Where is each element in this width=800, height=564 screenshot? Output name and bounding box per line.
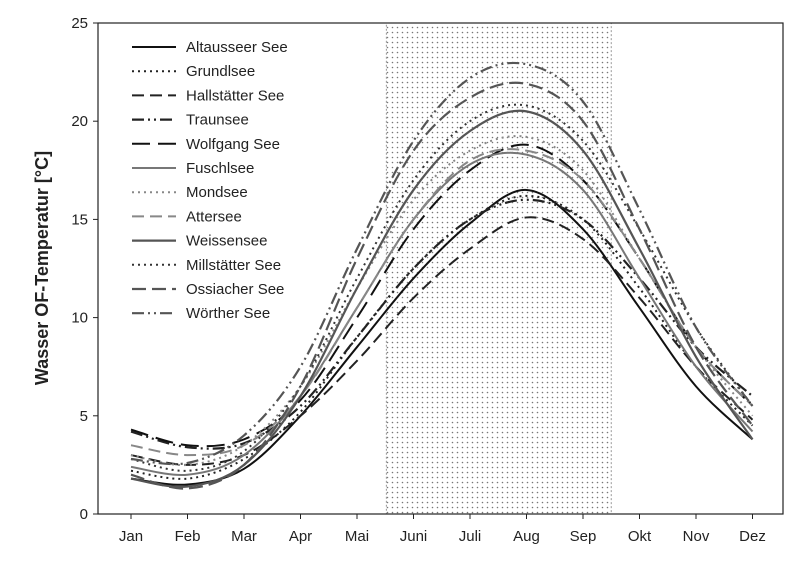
- x-tick-label: Nov: [683, 528, 710, 545]
- x-tick-label: Mar: [231, 528, 257, 545]
- legend-label-altausseer-see: Altausseer See: [186, 39, 288, 56]
- series-line-attersee: [130, 148, 754, 457]
- x-tick-label: Aug: [513, 528, 540, 545]
- series-line-wolfgang-see: [130, 143, 754, 448]
- y-tick-label: 10: [71, 310, 88, 327]
- legend-label-w-rther-see: Wörther See: [186, 305, 270, 322]
- y-tick-label: 5: [80, 408, 88, 425]
- legend-label-fuschlsee: Fuschlsee: [186, 160, 254, 177]
- y-tick-label: 0: [80, 506, 88, 523]
- y-tick-label: 25: [71, 15, 88, 32]
- plot-frame: [97, 22, 784, 515]
- legend-label-millst-tter-see: Millstätter See: [186, 257, 281, 274]
- legend-label-traunsee: Traunsee: [186, 112, 249, 129]
- y-axis-label: Wasser OF-Temperatur [°C]: [32, 151, 52, 385]
- summer-highlight-region: [385, 22, 612, 515]
- x-tick-label: Juni: [400, 528, 428, 545]
- legend-label-wolfgang-see: Wolfgang See: [186, 136, 280, 153]
- x-tick-label: Okt: [628, 528, 652, 545]
- legend-label-grundlsee: Grundlsee: [186, 63, 255, 80]
- series-line-traunsee: [130, 198, 754, 450]
- series-line-w-rther-see: [130, 61, 754, 466]
- x-tick-label: Sep: [570, 528, 597, 545]
- x-tick-label: Mai: [345, 528, 369, 545]
- x-tick-label: Dez: [739, 528, 766, 545]
- x-tick-label: Apr: [289, 528, 312, 545]
- legend-label-mondsee: Mondsee: [186, 184, 248, 201]
- y-tick-label: 15: [71, 211, 88, 228]
- series-line-ossiacher-see: [130, 81, 754, 490]
- legend-label-ossiacher-see: Ossiacher See: [186, 281, 284, 298]
- x-tick-label: Feb: [175, 528, 201, 545]
- legend-label-hallst-tter-see: Hallstätter See: [186, 87, 284, 104]
- x-tick-label: Juli: [459, 528, 482, 545]
- series-line-altausseer-see: [130, 188, 754, 486]
- legend-label-attersee: Attersee: [186, 208, 242, 225]
- legend-label-weissensee: Weissensee: [186, 233, 267, 250]
- y-tick-label: 20: [71, 113, 88, 130]
- x-tick-label: Jan: [119, 528, 143, 545]
- legend: Altausseer See Grundlsee Hallstätter See Tr…: [132, 39, 288, 322]
- series-line-fuschlsee: [130, 151, 754, 476]
